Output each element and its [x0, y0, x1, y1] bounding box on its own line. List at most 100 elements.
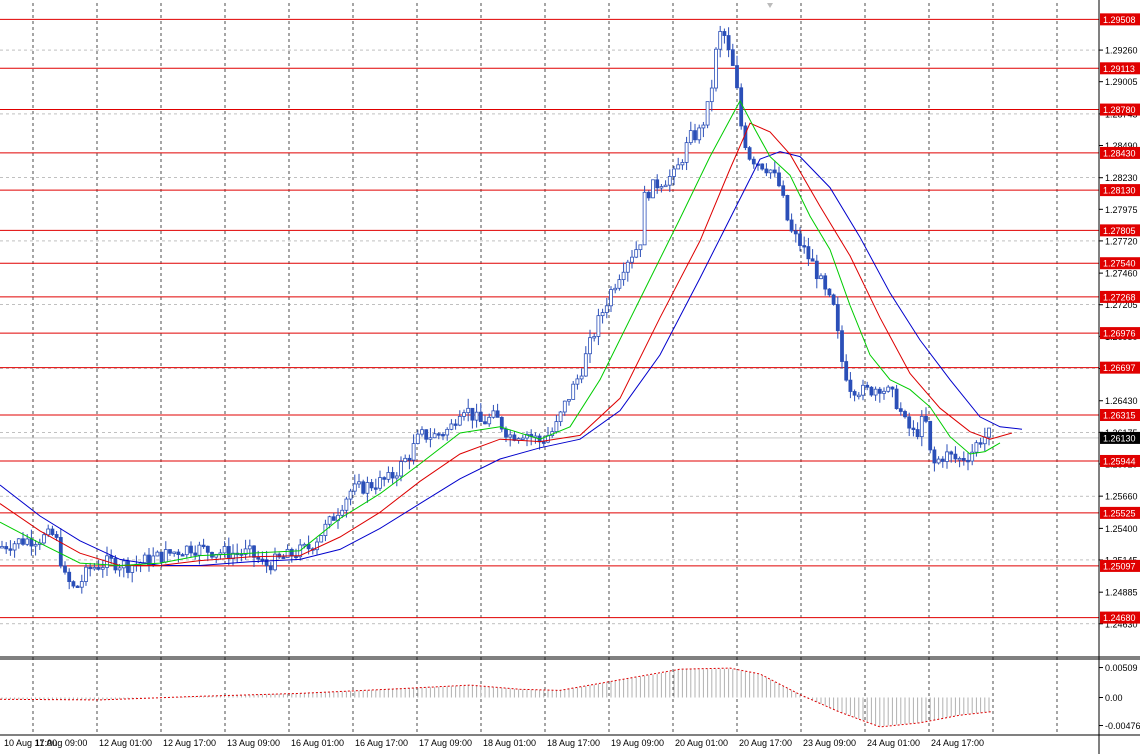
candle-body: [436, 433, 441, 436]
candle-body: [445, 428, 450, 436]
candle-body: [16, 538, 21, 545]
candle-body: [609, 289, 613, 307]
candle-body: [961, 458, 966, 461]
candle-body: [449, 423, 454, 430]
candle-body: [714, 48, 718, 89]
candle-body: [352, 483, 357, 492]
candle-body: [638, 244, 643, 251]
price-level-tag: [1100, 611, 1140, 624]
candle-body: [46, 528, 51, 536]
price-levels: [0, 18, 1099, 619]
candle-body: [945, 451, 949, 462]
price-level-tag: [1100, 184, 1140, 197]
candle-body: [243, 548, 248, 555]
oscillator: [0, 667, 993, 728]
candle-body: [147, 554, 151, 566]
candle-body: [252, 545, 256, 558]
candle-body: [117, 567, 122, 571]
price-level-tag-label: 1.28780: [1103, 105, 1136, 115]
candle-body: [701, 124, 706, 129]
candle-body: [613, 287, 618, 291]
candle-body: [949, 451, 954, 455]
candle-body: [726, 35, 731, 51]
candle-body: [680, 161, 685, 166]
candle-body: [205, 545, 210, 553]
candle-body: [373, 487, 378, 490]
osc-tick-label: 0.00: [1105, 693, 1123, 703]
time-axis-label: 12 Aug 17:00: [163, 738, 216, 748]
candle-body: [940, 458, 945, 462]
current-price-tag: [1100, 431, 1140, 444]
candle-body: [915, 429, 920, 437]
candle-body: [294, 555, 298, 559]
candle-body: [974, 442, 979, 453]
candle-body: [848, 379, 853, 392]
candle-body: [869, 386, 874, 396]
candle-body: [327, 516, 332, 525]
ma-green-line: [0, 99, 1001, 567]
candle-body: [415, 433, 420, 444]
price-tick-label: 1.28490: [1105, 141, 1138, 151]
candle-body: [764, 168, 769, 174]
candle-body: [735, 65, 739, 89]
candle-body: [772, 169, 777, 174]
candle-body: [79, 581, 84, 588]
price-level-tag: [1100, 290, 1140, 303]
candle-body: [411, 443, 416, 461]
price-level-tag: [1100, 408, 1140, 421]
candle-body: [873, 388, 878, 396]
candle-body: [604, 305, 609, 313]
candle-body: [634, 249, 639, 258]
price-level-tag-label: 1.28130: [1103, 186, 1136, 196]
time-axis-label: 24 Aug 17:00: [931, 738, 984, 748]
time-axis-label: 18 Aug 01:00: [483, 738, 536, 748]
candle-body: [819, 275, 823, 280]
period-marker-icon: [767, 3, 773, 8]
candle-body: [865, 384, 870, 388]
price-tick-label: 1.27205: [1105, 300, 1138, 310]
candle-body: [924, 416, 928, 422]
candle-body: [919, 416, 924, 437]
time-axis-label: 11 Aug 09:00: [35, 738, 87, 748]
candle-body: [894, 388, 899, 410]
time-axis-label: 16 Aug 01:00: [291, 738, 344, 748]
candle-body: [340, 509, 345, 516]
candle-body: [369, 482, 374, 489]
candle-body: [663, 184, 668, 188]
candle-body: [67, 571, 72, 583]
candle-body: [441, 434, 445, 437]
price-tick-label: 1.25400: [1105, 524, 1138, 534]
candle-body: [0, 546, 4, 549]
price-level-tag: [1100, 506, 1140, 519]
axis-labels: 1.292601.290051.287451.284901.282301.279…: [4, 13, 1140, 748]
candle-body: [987, 427, 991, 438]
candle-body: [688, 130, 693, 144]
candle-body: [247, 545, 252, 550]
candle-body: [394, 475, 399, 479]
candle-body: [168, 549, 172, 554]
candle-body: [25, 538, 30, 545]
candle-body: [554, 421, 559, 433]
candle-body: [201, 544, 206, 548]
price-tick-label: 1.25660: [1105, 492, 1138, 502]
price-tick-label: 1.27975: [1105, 205, 1138, 215]
candle-body: [877, 388, 882, 394]
candle-body: [856, 394, 861, 398]
price-level-tag: [1100, 257, 1140, 270]
price-tick-label: 1.29260: [1105, 46, 1138, 56]
price-level-tag: [1100, 327, 1140, 340]
candle-body: [403, 457, 408, 462]
time-axis-label: 10 Aug 17:00: [4, 738, 57, 748]
candle-body: [453, 423, 458, 426]
candle-body: [932, 449, 937, 464]
candle-body: [499, 416, 504, 430]
candle-body: [835, 304, 840, 332]
candle-body: [470, 407, 475, 421]
candle-body: [197, 544, 202, 556]
candle-body: [155, 551, 160, 557]
candle-body: [957, 458, 962, 461]
candle-body: [520, 437, 525, 440]
price-level-tag-label: 1.25944: [1103, 456, 1136, 466]
